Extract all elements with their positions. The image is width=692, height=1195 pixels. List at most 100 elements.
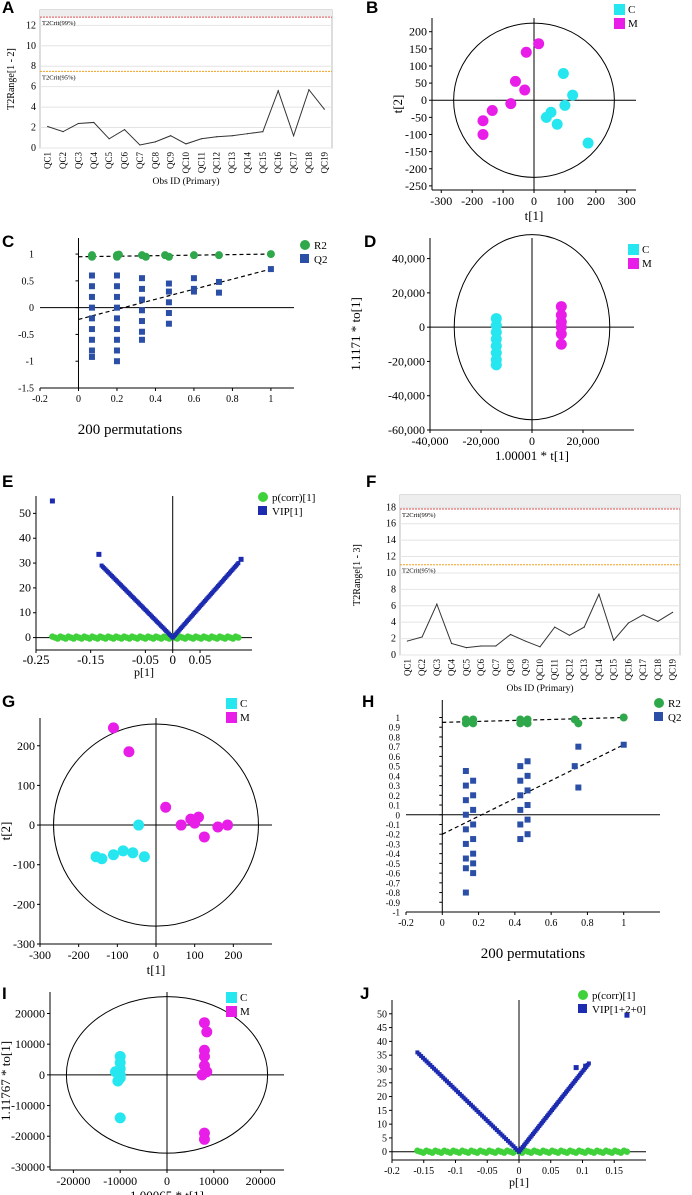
y-tick-label: 50 (415, 76, 427, 90)
y-tick-label: 40 (377, 1037, 387, 1048)
x-tick-label: -0.2 (384, 1166, 400, 1177)
vip-point-right-55 (236, 561, 241, 566)
x-tick-label: QC17 (638, 659, 648, 681)
point-Q2-20 (517, 806, 524, 813)
point-Q2-2 (462, 797, 469, 804)
point-Q2-28 (165, 310, 172, 316)
panel-b: B -300 -200 -100 0 100 200 300 -250 -200 -150 -100… (346, 0, 692, 223)
point-Q2-12 (470, 821, 477, 828)
panel-i: I -20000 -10000 0 10000 20000 -30000 -20000 -10… (0, 982, 346, 1195)
y-tick-label: 4 (31, 102, 36, 113)
y-tick-label: 0 (29, 818, 35, 832)
y-tick-label: 200 (409, 25, 427, 39)
point-M-2 (160, 801, 172, 813)
panel-j: J -0.2 -0.15 -0.1 -0.05 0 0.05 0.1 0.15 0 5 10 15 20… (346, 982, 692, 1195)
vip-outlier-1 (96, 551, 102, 557)
legend-swatch-M (226, 1006, 237, 1017)
y-tick-label: 0.6 (389, 752, 401, 762)
point-M-6 (477, 115, 489, 127)
x-tick-label: QC18 (304, 152, 314, 174)
chart-f: 0 2 4 6 8 10 12 14 16 18 T2Crit(99%) T2Crit(95%) QC1… (352, 494, 681, 694)
legend-swatch-C (628, 244, 639, 255)
y-tick-label: 45 (377, 1023, 387, 1034)
x-tick-label: -0.25 (22, 652, 49, 667)
point-Q2-13 (113, 315, 120, 322)
point-Q2-15 (470, 860, 477, 867)
x-tick-label: 0.2 (111, 394, 124, 405)
x-axis-title: 200 permutations (481, 946, 586, 962)
y-tick-label: 35 (377, 1051, 387, 1062)
point-Q2-4 (462, 826, 469, 833)
data-point-QC1 (47, 125, 49, 128)
point-M-6 (196, 1069, 208, 1081)
point-M-1 (520, 46, 532, 58)
point-C-2 (559, 99, 571, 111)
data-point-QC10 (539, 646, 541, 648)
point-M-7 (212, 821, 224, 833)
y-tick-label: 25 (377, 1078, 387, 1089)
point-Q2-14 (470, 850, 477, 857)
legend-swatch-VIP[1+2+0] (578, 1004, 587, 1013)
point-C-6 (582, 137, 594, 149)
plot-area (39, 9, 333, 149)
point-R2-9 (574, 719, 583, 728)
vip-outlier-0 (49, 498, 55, 504)
y-tick-label: 15 (377, 1106, 387, 1117)
x-axis-title: 1.00065 * t[1] (130, 1188, 204, 1195)
x-tick-label: -300 (430, 194, 452, 208)
point-C-1 (567, 89, 579, 101)
legend-label-C: C (628, 4, 635, 16)
x-tick-label: 10000 (199, 1174, 229, 1188)
point-Q2-11 (113, 293, 120, 300)
x-tick-label: 0.6 (188, 394, 201, 405)
x-tick-label: QC2 (417, 659, 427, 676)
point-R2-4 (114, 250, 123, 259)
point-Q2-1 (88, 283, 95, 290)
x-tick-label: QC10 (181, 152, 191, 174)
legend-swatch-C (226, 992, 237, 1003)
legend-label-C: C (240, 992, 247, 1004)
point-Q2-30 (575, 784, 582, 791)
point-C-5 (551, 118, 563, 130)
data-point-QC16 (277, 90, 279, 92)
y-axis-title: 1.1171 * to[1] (348, 297, 363, 371)
data-point-QC6 (123, 129, 126, 131)
panel-f: F 0 2 4 6 8 10 12 14 16 18 T2Crit(99%) T2Crit(95%) Q… (346, 470, 692, 694)
data-point-QC8 (509, 633, 512, 636)
point-M-4 (505, 98, 517, 110)
data-point-QC4 (450, 642, 453, 645)
point-M-3 (175, 819, 187, 831)
point-C-5 (112, 1075, 124, 1087)
point-M-0 (107, 722, 119, 734)
y-tick-label: -300 (13, 937, 35, 951)
point-C-1 (96, 853, 108, 865)
x-axis-title: 200 permutations (78, 422, 183, 438)
point-C-6 (133, 819, 145, 831)
panel-i-label: I (2, 984, 7, 1003)
trend-line-R2 (78, 253, 271, 258)
point-Q2-27 (165, 299, 172, 306)
point-M-9 (222, 819, 234, 831)
x-tick-label: -0.05 (132, 652, 159, 667)
x-tick-label: QC6 (120, 152, 130, 170)
x-tick-label: -100 (106, 948, 128, 962)
point-R2-1 (461, 719, 470, 728)
legend-swatch-C (614, 4, 625, 15)
y-tick-label: 10 (26, 41, 36, 52)
data-point-QC1 (406, 640, 408, 642)
data-point-QC9 (170, 135, 172, 137)
point-Q2-16 (470, 870, 477, 877)
point-M-0 (533, 38, 545, 50)
point-Q2-3 (88, 304, 95, 311)
y-tick-label: -250 (405, 179, 427, 193)
x-tick-label: QC9 (520, 659, 530, 677)
x-tick-label: QC15 (609, 659, 619, 681)
panel-c-label: C (2, 232, 15, 251)
point-M-0 (198, 1017, 210, 1029)
point-Q2-23 (138, 328, 145, 335)
point-M-3 (519, 84, 531, 96)
point-Q2-29 (165, 320, 172, 327)
point-Q2-30 (190, 275, 197, 282)
x-tick-label: 200 (587, 194, 605, 208)
point-C-4 (127, 847, 139, 859)
